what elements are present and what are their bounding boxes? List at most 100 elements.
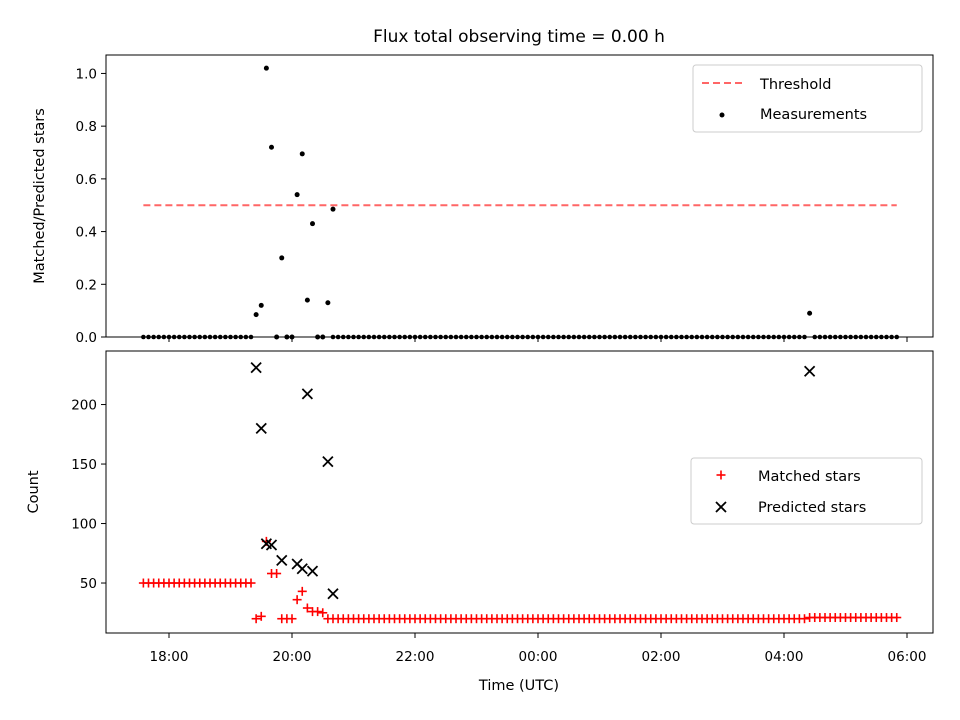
bottom-panel: 50 100 150 200 18:00 20:00 22:00 00:00 02:00 04:… — [26, 350, 934, 694]
measurement-point — [243, 334, 249, 340]
measurement-point — [812, 334, 818, 340]
measurement-point — [463, 334, 469, 340]
measurement-point — [791, 334, 797, 340]
measurement-point — [489, 334, 495, 340]
measurement-point — [325, 300, 331, 306]
measurement-point — [223, 334, 228, 340]
measurement-point — [832, 334, 838, 340]
measurement-point — [182, 334, 187, 340]
predicted-star-point — [327, 588, 339, 600]
measurement-point — [284, 334, 290, 340]
matched-star-point — [323, 614, 333, 624]
measurement-point — [807, 310, 813, 316]
matched-star-point — [251, 614, 261, 624]
measurement-point — [817, 334, 823, 340]
measurement-point — [750, 334, 756, 340]
measurement-point — [556, 334, 561, 340]
measurement-point — [448, 334, 454, 340]
chart-title: Flux total observing time = 0.00 h — [373, 27, 665, 47]
measurement-point — [146, 334, 151, 340]
measurement-point — [197, 334, 203, 340]
measurement-point — [397, 334, 402, 340]
legend-matched-label: Matched stars — [758, 469, 861, 485]
measurement-point — [274, 334, 280, 340]
measurement-point — [889, 334, 894, 340]
measurement-point — [735, 334, 741, 340]
measurement-point — [643, 334, 648, 340]
legend-predicted-marker — [715, 501, 727, 513]
measurement-point — [633, 334, 638, 340]
measurement-point — [638, 334, 643, 340]
measurement-point — [238, 334, 244, 340]
x-tick-label: 00:00 — [519, 649, 558, 665]
bottom-y-ticks: 50 100 150 200 — [71, 398, 106, 592]
measurement-point — [797, 334, 802, 340]
measurement-point — [571, 334, 577, 340]
measurement-point — [592, 334, 597, 340]
measurement-point — [848, 334, 853, 340]
measurement-point — [479, 334, 484, 340]
measurement-point — [863, 334, 869, 340]
measurement-point — [868, 334, 874, 340]
predicted-star-point — [276, 554, 288, 567]
measurement-point — [402, 334, 408, 340]
x-tick-label: 18:00 — [150, 649, 189, 665]
measurement-point — [694, 334, 700, 340]
measurement-point — [361, 334, 367, 340]
matched-star-point — [313, 607, 323, 617]
measurement-point — [786, 334, 792, 340]
measurement-point — [340, 334, 346, 340]
measurement-point — [156, 334, 162, 340]
measurement-point — [494, 334, 500, 340]
measurement-point — [617, 334, 623, 340]
measurement-point — [709, 334, 715, 340]
measurement-point — [663, 334, 669, 340]
x-tick-label: 06:00 — [888, 649, 927, 665]
y-tick-label: 0.2 — [76, 277, 97, 293]
measurement-point — [422, 334, 428, 340]
x-tick-label: 20:00 — [273, 649, 312, 665]
measurement-point — [453, 334, 459, 340]
y-tick-label: 0.4 — [76, 225, 97, 241]
measurement-point — [535, 334, 541, 340]
measurement-point — [269, 144, 274, 150]
measurement-point — [771, 334, 777, 340]
matched-star-point — [256, 611, 266, 621]
y-tick-label: 50 — [80, 576, 97, 592]
measurement-point — [438, 334, 443, 340]
matched-star-point — [272, 569, 282, 579]
measurement-point — [720, 334, 725, 340]
predicted-star-point — [250, 362, 262, 374]
measurement-point — [433, 334, 438, 340]
measurement-point — [551, 334, 556, 340]
y-tick-label: 0.8 — [76, 119, 97, 135]
bottom-legend-box — [690, 457, 923, 525]
measurement-point — [428, 334, 433, 340]
measurement-point — [879, 334, 884, 340]
measurement-point — [586, 334, 592, 340]
measurement-point — [233, 334, 238, 340]
measurement-point — [884, 334, 889, 340]
legend-measurement-swatch — [719, 112, 725, 118]
measurement-point — [458, 334, 464, 340]
measurement-point — [443, 334, 449, 340]
measurement-point — [730, 334, 736, 340]
predicted-star-point — [265, 539, 278, 551]
measurement-point — [581, 334, 587, 340]
measurement-point — [161, 334, 167, 340]
predicted-star-point — [322, 456, 334, 468]
matched-star-point — [297, 586, 307, 596]
measurement-point — [622, 334, 628, 340]
predicted-star-point — [803, 365, 816, 377]
y-tick-label: 200 — [71, 398, 97, 414]
measurement-point — [607, 334, 613, 340]
measurement-point — [407, 334, 413, 340]
measurement-point — [320, 334, 326, 340]
measurement-point — [612, 334, 618, 340]
measurement-point — [653, 334, 659, 340]
measurement-points — [141, 65, 900, 340]
legend-matched-marker — [716, 470, 726, 480]
matched-star-point — [318, 608, 328, 618]
measurement-point — [310, 221, 315, 227]
